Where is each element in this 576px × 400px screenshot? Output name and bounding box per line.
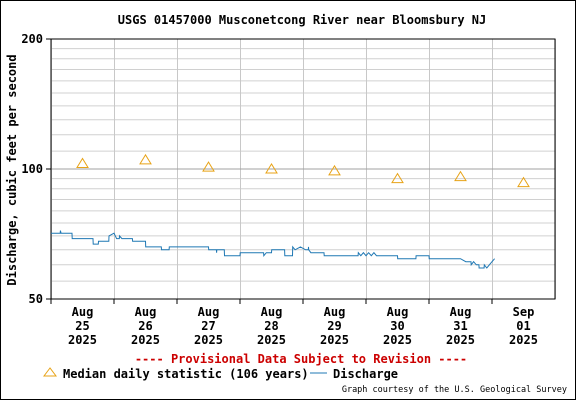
discharge-line xyxy=(51,230,495,269)
median-marker xyxy=(202,161,215,172)
y-tick-label: 100 xyxy=(21,162,43,176)
x-tick-label: 2025 xyxy=(68,333,97,347)
legend-label-discharge: Discharge xyxy=(333,367,398,381)
x-tick-label: 26 xyxy=(138,319,152,333)
x-tick-label: 28 xyxy=(264,319,278,333)
x-tick-label: 2025 xyxy=(446,333,475,347)
x-tick-label: Sep xyxy=(513,305,535,319)
credit-text: Graph courtesy of the U.S. Geological Su… xyxy=(342,385,567,395)
chart-title: USGS 01457000 Musconetcong River near Bl… xyxy=(118,13,486,27)
median-marker xyxy=(517,176,530,188)
x-tick-label: Aug xyxy=(387,305,409,319)
median-marker xyxy=(265,163,278,174)
x-tick-label: Aug xyxy=(261,305,283,319)
series-layer xyxy=(51,153,530,269)
y-axis-ticks: 50 100 200 xyxy=(21,32,51,306)
x-tick-label: 01 xyxy=(516,319,530,333)
x-axis-ticks: Aug252025Aug262025Aug272025Aug282025Aug2… xyxy=(50,299,538,347)
x-tick-label: Aug xyxy=(324,305,346,319)
median-marker xyxy=(454,170,467,182)
median-marker xyxy=(328,164,341,176)
legend-marker-median xyxy=(43,367,57,377)
x-tick-label: 2025 xyxy=(257,333,286,347)
x-tick-label: Aug xyxy=(72,305,94,319)
x-tick-label: Aug xyxy=(135,305,157,319)
y-tick-label: 50 xyxy=(29,292,43,306)
x-tick-label: 2025 xyxy=(509,333,538,347)
x-tick-label: 2025 xyxy=(131,333,160,347)
x-tick-label: 2025 xyxy=(383,333,412,347)
y-axis-label: Discharge, cubic feet per second xyxy=(5,54,19,285)
x-tick-label: 2025 xyxy=(320,333,349,347)
legend: Median daily statistic (106 years) Disch… xyxy=(43,367,398,381)
legend-label-median: Median daily statistic (106 years) xyxy=(63,367,309,381)
x-tick-label: 31 xyxy=(453,319,467,333)
x-tick-label: 30 xyxy=(390,319,404,333)
x-tick-label: 25 xyxy=(75,319,89,333)
x-tick-label: 2025 xyxy=(194,333,223,347)
x-tick-label: 27 xyxy=(201,319,215,333)
x-tick-label: Aug xyxy=(198,305,220,319)
median-marker xyxy=(76,157,89,168)
y-tick-label: 200 xyxy=(21,32,43,46)
median-marker xyxy=(139,153,152,165)
grid-major xyxy=(51,39,556,299)
x-tick-label: 29 xyxy=(327,319,341,333)
provisional-notice: ---- Provisional Data Subject to Revisio… xyxy=(135,352,467,366)
x-tick-label: Aug xyxy=(450,305,472,319)
median-marker xyxy=(391,172,404,184)
